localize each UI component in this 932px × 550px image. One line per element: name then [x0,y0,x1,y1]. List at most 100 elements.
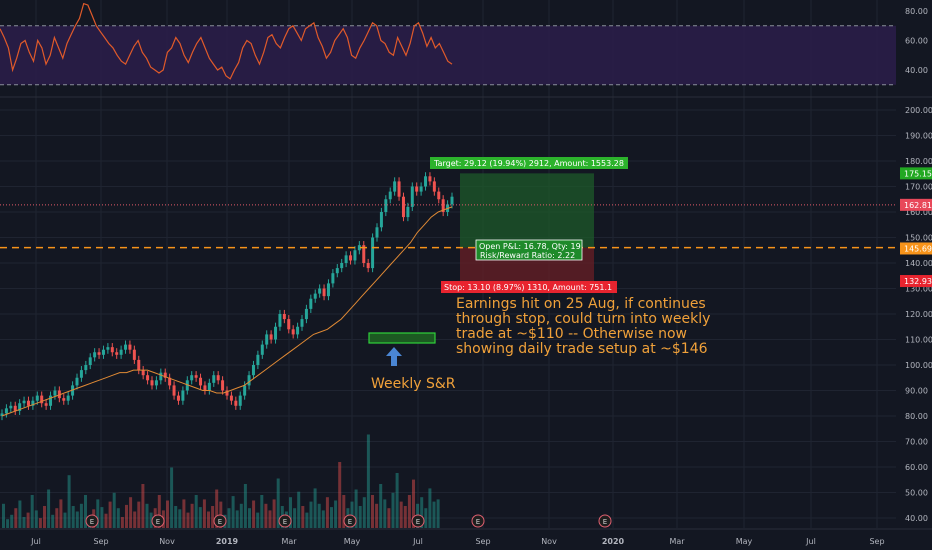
candle-body [353,250,357,261]
weekly-sr-box [368,332,436,344]
time-tick-label: Jul [805,537,816,546]
volume-bar [141,484,145,528]
volume-bar [190,503,194,528]
volume-bar [30,495,34,528]
volume-bar [375,503,379,528]
price-tick-label: 160.00 [905,208,932,217]
candle-body [110,347,114,353]
candle-body [428,176,432,182]
rsi-tick-label: 40.00 [905,66,928,75]
candle-body [75,377,79,386]
volume-bar [174,506,178,528]
candle-body [379,212,383,228]
alert-price-tag: 145.69 [904,244,932,253]
candle-body [26,400,30,406]
candle-body [4,408,8,414]
volume-bar [325,497,329,528]
candle-body [0,413,4,416]
candle-body [119,349,123,355]
position-labels: Target: 29.12 (19.94%) 2912, Amount: 155… [430,157,628,293]
candle-body [154,380,158,386]
pnl-label-line1: Open P&L: 16.78, Qty: 19 [479,242,581,251]
candle-body [260,344,264,355]
candle-body [251,365,255,376]
candle-body [406,206,410,218]
candle-body [318,288,322,294]
candle-body [150,380,154,386]
rsi-tick-label: 80.00 [905,7,928,16]
candle-body [357,245,361,251]
time-tick-label: May [736,537,753,546]
price-tick-label: 170.00 [905,183,932,192]
price-axis: 200.00 190.00 180.00 170.00 160.00 150.00 140.… [900,106,932,523]
earnings-marker [411,514,425,528]
earnings-marker-label: E [218,518,222,526]
price-tick-label: 140.00 [905,259,932,268]
candle-body [176,395,180,401]
rsi-tick-label: 60.00 [905,37,928,46]
price-tick-label: 130.00 [905,285,932,294]
volume-bar [10,514,14,528]
price-tick-label: 80.00 [905,412,928,421]
candle-body [62,398,66,401]
volume-bar [301,506,305,528]
candle-body [366,263,370,269]
target-zone [460,173,594,248]
volume-bar [334,500,338,528]
candle-body [57,390,61,399]
time-tick-label: Jul [30,537,41,546]
volume-bar [34,510,38,528]
grid [0,0,896,528]
volume-bar [63,512,67,528]
earnings-marker [598,514,612,528]
volume-bar [43,506,46,528]
candle-body [141,370,145,376]
volume-bar [14,508,18,528]
candle-body [375,227,379,238]
volume-bar [170,467,174,528]
time-tick-label: Sep [475,537,490,546]
candle-body [168,377,172,386]
target-label: Target: 29.12 (19.94%) 2912, Amount: 155… [433,159,624,168]
candle-body [199,377,203,386]
volume-bar [108,501,112,528]
time-tick-label: 2019 [216,537,239,546]
volume-bar [371,495,374,528]
candle-body [35,395,39,401]
candle-body [388,191,392,200]
volume-bar [436,499,440,528]
volume-bar [366,434,370,528]
stop-price-tag: 132.93 [904,277,932,286]
candlesticks [0,172,454,421]
volume-bar [207,511,210,528]
volume-bar [235,510,239,528]
candle-body [146,375,150,381]
candle-body [53,390,57,396]
price-tick-label: 70.00 [905,438,928,447]
volume-bar [145,503,149,528]
current-price-tag-bg [900,198,932,211]
earnings-marker [278,514,292,528]
volume-bar [391,492,395,528]
time-tick-label: Jul [412,537,423,546]
volume-bar [47,489,51,528]
candle-body [185,380,189,391]
volume-bar [260,495,264,528]
volume-bar [342,495,346,528]
volume-bar [186,512,190,528]
volume-bar [243,484,247,528]
volume-bar [120,517,124,528]
candle-body [300,319,304,327]
volume-bar [256,512,260,528]
price-tick-label: 50.00 [905,489,928,498]
rsi-line [0,2,453,80]
volume-bar [239,503,243,528]
candle-body [393,181,397,192]
candle-body [424,176,428,187]
candle-body [344,255,348,263]
candle-body [296,326,300,335]
volume-bar [26,512,30,528]
stop-price-tag-bg [900,275,932,288]
candle-body [238,395,242,406]
